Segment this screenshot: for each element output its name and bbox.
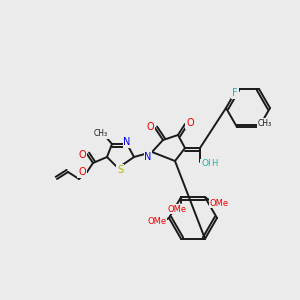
Text: OMe: OMe (167, 205, 187, 214)
Text: O: O (78, 150, 86, 160)
Text: O: O (186, 118, 194, 128)
Text: OMe: OMe (147, 218, 167, 226)
Text: H: H (211, 158, 217, 167)
Text: O: O (78, 167, 86, 177)
Text: OH: OH (201, 160, 215, 169)
Text: F: F (232, 88, 238, 98)
Text: N: N (123, 137, 131, 147)
Text: S: S (117, 165, 123, 175)
Text: N: N (144, 152, 152, 162)
Text: CH₃: CH₃ (258, 118, 272, 127)
Text: O: O (146, 122, 154, 132)
Text: OMe: OMe (209, 199, 229, 208)
Text: CH₃: CH₃ (94, 130, 108, 139)
